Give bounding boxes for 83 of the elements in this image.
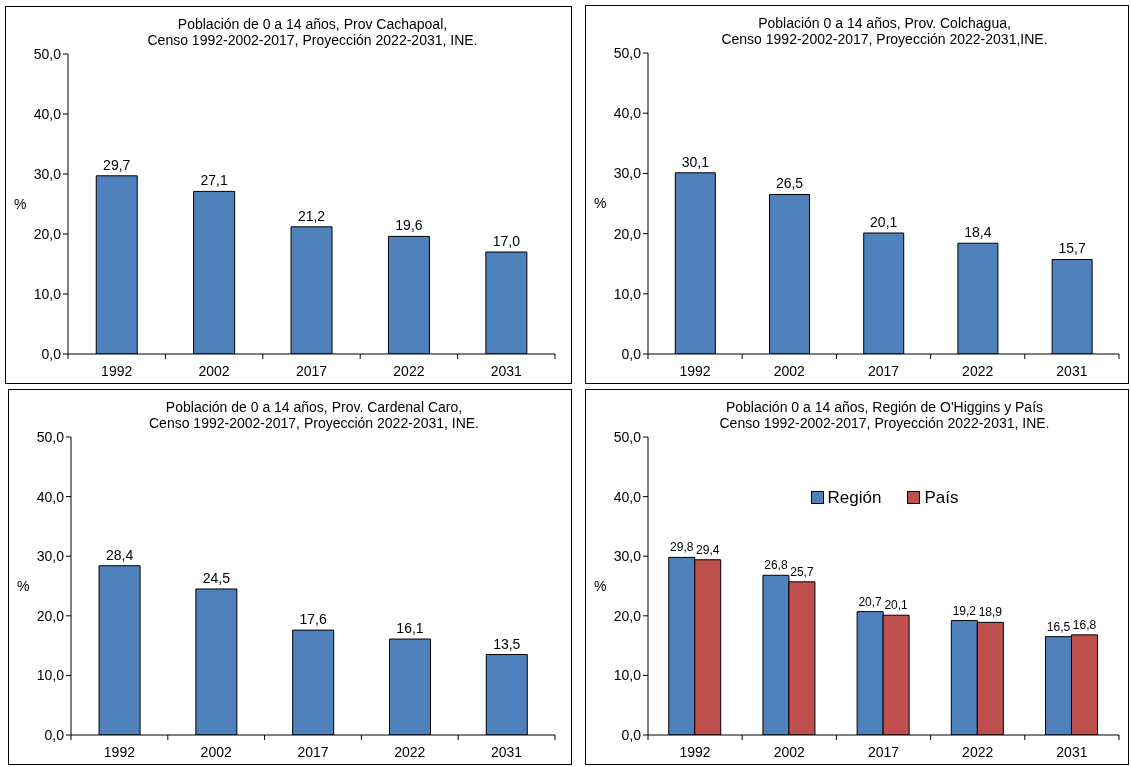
y-tick-label: 40,0 — [36, 488, 65, 505]
chart-subtitle: Censo 1992-2002-2017, Proyección 2022-2031,INE. — [720, 31, 1049, 47]
data-label: 27,1 — [200, 172, 228, 189]
y-axis-title: % — [17, 577, 30, 594]
x-tick-label: 2017 — [295, 363, 328, 379]
y-tick-label: 10,0 — [613, 285, 642, 302]
chart-subtitle: Censo 1992-2002-2017, Proyección 2022-2031, INE. — [146, 32, 479, 48]
data-label: 18,4 — [964, 224, 992, 241]
y-tick-label: 0,0 — [621, 345, 642, 362]
data-label: 30,1 — [681, 153, 710, 170]
data-label: 16,8 — [1072, 617, 1097, 632]
data-label: 13,5 — [493, 635, 521, 652]
y-axis-title: % — [594, 195, 607, 212]
legend-label: Región — [827, 487, 882, 508]
x-tick-label: 2031 — [491, 744, 523, 760]
data-label: 26,8 — [764, 558, 788, 573]
data-label: 19,2 — [952, 603, 977, 618]
chart-title: Población de 0 a 14 años, Prov. Cardenal Caro, — [164, 399, 464, 415]
y-tick-label: 50,0 — [613, 428, 642, 445]
x-tick-label: 2017 — [297, 744, 329, 760]
y-tick-label: 20,0 — [613, 225, 642, 242]
y-tick-label: 10,0 — [36, 667, 65, 684]
chart-title: Población de 0 a 14 años, Prov Cachapoal, — [176, 16, 449, 32]
y-tick-label: 10,0 — [33, 285, 62, 302]
chart-title: Población 0 a 14 años, Región de O'Higgins y País — [724, 399, 1045, 415]
y-tick-label: 30,0 — [36, 548, 65, 565]
data-label: 29,8 — [670, 540, 694, 555]
y-tick-label: 0,0 — [44, 726, 65, 743]
data-label: 16,1 — [396, 620, 424, 637]
y-tick-label: 30,0 — [33, 165, 62, 182]
y-tick-label: 50,0 — [33, 45, 62, 62]
x-tick-label: 2002 — [773, 363, 806, 379]
y-tick-label: 0,0 — [621, 726, 642, 743]
x-tick-label: 2002 — [198, 363, 230, 379]
y-tick-label: 30,0 — [613, 548, 642, 565]
data-label: 20,1 — [884, 598, 909, 613]
y-tick-label: 20,0 — [36, 607, 65, 624]
data-label: 20,7 — [858, 594, 883, 609]
y-tick-label: 40,0 — [33, 105, 62, 122]
x-tick-label: 2022 — [962, 744, 994, 760]
data-label: 21,2 — [297, 207, 326, 224]
x-tick-label: 2031 — [1056, 744, 1088, 760]
y-tick-label: 50,0 — [613, 44, 642, 61]
y-axis-title: % — [594, 577, 607, 594]
y-tick-label: 40,0 — [613, 488, 642, 505]
x-tick-label: 2017 — [867, 744, 900, 760]
data-label: 29,7 — [103, 156, 131, 173]
chart-subtitle: Censo 1992-2002-2017, Proyección 2022-2031, INE. — [148, 415, 480, 431]
chart-subtitle: Censo 1992-2002-2017, Proyección 2022-2031, INE. — [718, 415, 1051, 431]
y-tick-label: 40,0 — [613, 105, 642, 122]
data-label: 20,1 — [870, 214, 898, 230]
x-tick-label: 1992 — [679, 744, 711, 760]
y-tick-label: 30,0 — [613, 165, 642, 182]
data-label: 16,5 — [1046, 619, 1071, 634]
x-tick-label: 1992 — [101, 363, 133, 379]
data-label: 18,9 — [978, 605, 1003, 620]
data-label: 17,0 — [492, 233, 521, 249]
data-label: 29,4 — [696, 542, 720, 557]
x-tick-label: 2002 — [773, 744, 806, 760]
data-label: 19,6 — [395, 217, 423, 234]
y-axis-title: % — [14, 195, 27, 212]
x-tick-label: 2031 — [1056, 363, 1088, 379]
y-tick-label: 0,0 — [41, 345, 62, 362]
x-tick-label: 2017 — [867, 363, 900, 379]
data-label: 17,6 — [299, 611, 328, 628]
data-label: 24,5 — [202, 569, 231, 586]
data-label: 25,7 — [790, 564, 814, 579]
data-label: 28,4 — [105, 546, 134, 563]
x-tick-label: 2002 — [200, 744, 232, 760]
x-tick-label: 2022 — [962, 363, 994, 379]
data-label: 15,7 — [1058, 240, 1086, 257]
y-tick-label: 20,0 — [613, 607, 642, 624]
y-tick-label: 10,0 — [613, 667, 642, 684]
x-tick-label: 2031 — [490, 363, 523, 379]
data-label: 26,5 — [775, 175, 804, 192]
chart-title: Población 0 a 14 años, Prov. Colchagua, — [757, 15, 1012, 31]
y-tick-label: 20,0 — [33, 225, 62, 242]
x-tick-label: 1992 — [103, 744, 136, 760]
legend-label: País — [924, 487, 959, 508]
x-tick-label: 2022 — [393, 363, 425, 379]
y-tick-label: 50,0 — [36, 428, 65, 445]
x-tick-label: 2022 — [394, 744, 426, 760]
x-tick-label: 1992 — [679, 363, 711, 379]
